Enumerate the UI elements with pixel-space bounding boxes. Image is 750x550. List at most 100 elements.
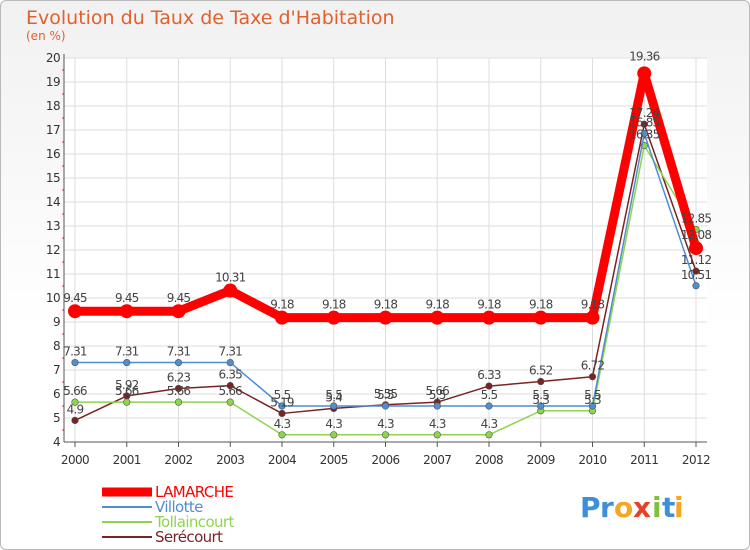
- x-tick-label: 2006: [371, 453, 399, 467]
- data-point: [278, 431, 286, 439]
- data-label: 4.9: [67, 402, 84, 416]
- data-point: [119, 304, 134, 319]
- legend-label-tollaincourt: Tollaincourt: [154, 513, 234, 531]
- data-point: [433, 402, 441, 410]
- legend-label-serécourt: Serécourt: [155, 528, 223, 546]
- data-label: 9.18: [270, 298, 294, 312]
- y-tick-label: 16: [46, 147, 60, 161]
- data-point: [71, 416, 79, 425]
- data-point: [378, 310, 393, 325]
- data-point: [381, 431, 390, 439]
- data-point: [275, 310, 289, 325]
- data-label: 9.18: [529, 298, 553, 312]
- data-point: [482, 310, 496, 325]
- data-label: 9.18: [581, 298, 605, 312]
- data-label: 4.3: [325, 417, 342, 431]
- x-tick-label: 2000: [61, 453, 89, 467]
- data-label: 5.5: [429, 388, 446, 402]
- legend-label-villotte: Villotte: [155, 498, 203, 516]
- x-tick-label: 2003: [216, 453, 244, 467]
- logo-letter: r: [600, 491, 614, 524]
- data-label: 9.18: [374, 298, 398, 312]
- data-point: [71, 358, 79, 367]
- x-tick-label: 2001: [113, 453, 141, 467]
- data-point: [692, 282, 700, 290]
- data-point: [226, 358, 234, 367]
- data-label: 9.45: [167, 291, 191, 305]
- logo-letter: t: [662, 491, 675, 524]
- data-label: 5.3: [584, 393, 601, 407]
- y-minor-tick: [62, 405, 64, 407]
- x-tick-label: 2007: [423, 453, 451, 467]
- logo-letter: o: [614, 491, 633, 524]
- y-tick-label: 17: [46, 123, 60, 137]
- y-minor-tick: [62, 381, 64, 383]
- data-point: [485, 431, 493, 439]
- data-label: 5.66: [167, 384, 191, 398]
- y-minor-tick: [62, 429, 64, 431]
- data-label: 11.12: [681, 253, 712, 267]
- data-label: 4.3: [481, 417, 498, 431]
- data-label: 4.3: [377, 417, 394, 431]
- data-label: 5.5: [584, 388, 601, 402]
- data-point: [640, 120, 648, 128]
- data-label: 4.3: [429, 417, 446, 431]
- data-point: [171, 304, 186, 319]
- data-label: 5.5: [325, 388, 342, 402]
- data-label: 6.33: [477, 368, 501, 382]
- logo-letter: i: [652, 491, 662, 524]
- y-minor-tick: [62, 261, 64, 263]
- data-label: 5.5: [274, 388, 291, 402]
- data-point: [640, 130, 648, 138]
- data-label: 7.31: [218, 345, 242, 359]
- y-tick-label: 12: [46, 243, 60, 257]
- data-label: 6.52: [529, 364, 553, 378]
- data-label: 5.5: [532, 388, 549, 402]
- data-label: 6.23: [167, 370, 191, 384]
- data-point: [174, 358, 183, 367]
- legend-label-lamarche: LAMARCHE: [155, 483, 233, 501]
- y-tick-label: 9: [53, 315, 60, 329]
- x-tick-label: 2008: [475, 453, 503, 467]
- data-label: 5.66: [63, 384, 87, 398]
- logo-letter: P: [580, 491, 601, 524]
- y-minor-tick: [62, 189, 64, 191]
- data-point: [326, 310, 341, 325]
- chart-subtitle: (en %): [26, 29, 66, 43]
- data-label: 5.66: [425, 384, 449, 398]
- y-minor-tick: [62, 69, 64, 71]
- data-label: 10.51: [681, 268, 712, 282]
- data-label: 5.5: [377, 388, 394, 402]
- plot-area: 4 5 6 7 8 9 10 11 12 13 14 15 16 17 18 19 20 2000 2001 2002…: [46, 49, 712, 467]
- data-point: [68, 304, 82, 319]
- y-tick-label: 15: [46, 171, 60, 185]
- x-tick-label: 2010: [578, 453, 606, 467]
- data-point: [533, 310, 548, 325]
- y-minor-tick: [62, 117, 64, 119]
- data-point: [637, 66, 652, 81]
- y-tick-label: 4: [53, 435, 60, 449]
- data-label: 7.31: [167, 345, 191, 359]
- data-label: 5.92: [115, 378, 139, 392]
- y-tick-label: 10: [46, 291, 60, 305]
- x-tick-label: 2011: [630, 453, 658, 467]
- x-tick-label: 2002: [164, 453, 192, 467]
- data-point: [223, 283, 238, 298]
- logo-letter: x: [633, 491, 651, 524]
- y-tick-label: 7: [53, 363, 60, 377]
- x-tick-label: 2004: [268, 453, 296, 467]
- y-minor-tick: [62, 165, 64, 167]
- data-label: 9.45: [63, 291, 87, 305]
- data-point: [692, 267, 700, 275]
- y-minor-tick: [62, 213, 64, 215]
- data-point: [585, 310, 600, 325]
- data-label: 16.85: [629, 116, 660, 130]
- data-point: [537, 402, 545, 410]
- data-label: 6.35: [218, 368, 242, 382]
- data-point: [174, 384, 183, 393]
- data-label: 5.55: [374, 387, 398, 401]
- data-point: [537, 377, 545, 386]
- data-point: [330, 402, 338, 410]
